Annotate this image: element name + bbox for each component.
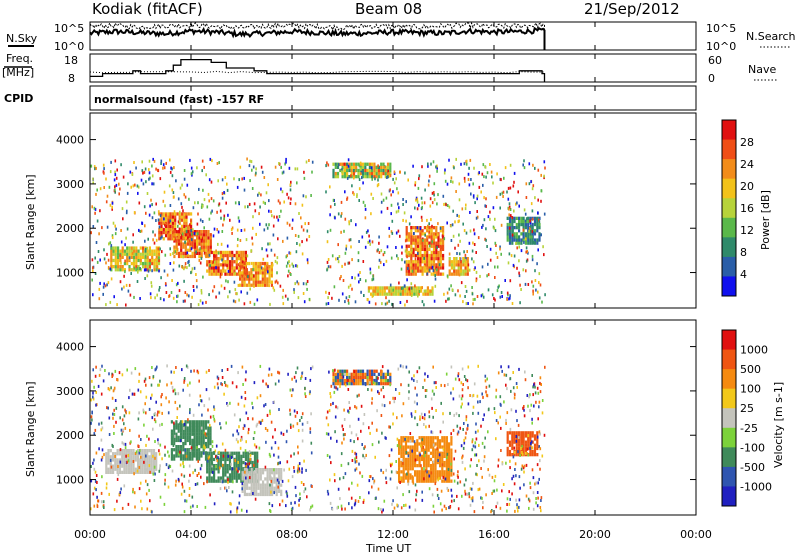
x-tick-label: 04:00 [175, 528, 207, 541]
radar-title: Kodiak (fitACF) [92, 0, 203, 18]
x-tick-label: 20:00 [579, 528, 611, 541]
colorbar-tick: 24 [740, 158, 754, 171]
colorbar-swatch [722, 486, 736, 507]
colorbar-tick: -25 [740, 422, 758, 435]
x-tick-label: 00:00 [680, 528, 712, 541]
colorbar-swatch [722, 388, 736, 409]
power-colorbar-label: Power [dB] [759, 190, 772, 250]
colorbar-tick: 8 [740, 246, 747, 259]
nsky-tick-bottom: 10^0 [54, 40, 84, 53]
colorbar-tick: 1000 [740, 344, 768, 357]
data-region-6 [332, 369, 392, 386]
colorbar-tick: 4 [740, 268, 747, 281]
data-region-5 [405, 226, 445, 276]
colorbar-tick: -1000 [740, 480, 772, 493]
x-tick-label: 16:00 [478, 528, 510, 541]
colorbar-swatch [722, 159, 736, 180]
beam-title: Beam 08 [355, 0, 422, 18]
nsky-panel: N.Sky 10^5 10^0 10^5 10^0 N.Search [6, 21, 796, 53]
data-region-4 [239, 261, 273, 287]
x-axis: 00:00 04:00 08:00 12:00 16:00 20:00 00:00 [74, 22, 712, 541]
y-tick-label: 4000 [56, 134, 84, 147]
data-region-1 [170, 420, 212, 461]
scatter-noise [90, 157, 546, 307]
data-region-6 [448, 257, 469, 276]
colorbar-swatch [722, 466, 736, 487]
scatter-noise [90, 364, 546, 514]
nsky-tick-top: 10^5 [54, 22, 84, 35]
colorbar-tick: 100 [740, 383, 761, 396]
colorbar-tick: -100 [740, 441, 765, 454]
colorbar-tick: 12 [740, 224, 754, 237]
colorbar-swatch [722, 120, 736, 141]
nave-tick-top: 60 [708, 54, 722, 67]
velocity-panel: 1000 2000 3000 4000 Slant Range [km] 1000 50… [24, 319, 785, 516]
colorbar-swatch [722, 447, 736, 468]
series-line-nave [89, 70, 545, 74]
freq-panel: Freq. [MHz] 18 8 60 0 Nave [2, 52, 778, 85]
date-title: 21/Sep/2012 [584, 0, 680, 18]
nave-tick-bottom: 0 [708, 72, 715, 85]
nsearch-tick-top: 10^5 [706, 22, 736, 35]
colorbar-swatch [722, 237, 736, 258]
velocity-colorbar-label: Velocity [m s-1] [772, 382, 785, 468]
colorbar-swatch [722, 178, 736, 199]
colorbar-tick: 28 [740, 136, 754, 149]
nsearch-label: N.Search [746, 30, 796, 43]
freq-tick-top: 18 [64, 54, 78, 67]
data-region-2 [173, 230, 212, 259]
colorbar-swatch [722, 256, 736, 277]
cpid-text: normalsound (fast) -157 RF [94, 93, 264, 106]
series-line-nsearch [89, 21, 545, 50]
freq-unit: [MHz] [2, 66, 34, 79]
freq-label: Freq. [6, 52, 33, 65]
colorbar-swatch [722, 330, 736, 351]
power-panel: 1000 2000 3000 4000 Slant Range [km] 28 24 20… [24, 112, 772, 309]
y-tick-label: 2000 [56, 222, 84, 235]
colorbar-swatch [722, 217, 736, 238]
y-tick-label: 3000 [56, 178, 84, 191]
colorbar-swatch [722, 198, 736, 219]
x-tick-label: 08:00 [276, 528, 308, 541]
colorbar-swatch [722, 427, 736, 448]
x-axis-label: Time UT [365, 542, 411, 554]
data-region-0 [110, 246, 161, 272]
nsky-label: N.Sky [6, 32, 38, 45]
colorbar-tick: 16 [740, 202, 754, 215]
nave-label: Nave [748, 63, 776, 76]
x-tick-label: 00:00 [74, 528, 106, 541]
colorbar-swatch [722, 349, 736, 370]
velocity-ylabel: Slant Range [km] [24, 381, 37, 477]
colorbar-swatch [722, 369, 736, 390]
series-line-nsky [89, 26, 546, 50]
cpid-panel: CPID normalsound (fast) -157 RF [4, 85, 697, 111]
data-region-0 [105, 449, 158, 474]
y-tick-label: 4000 [56, 341, 84, 354]
colorbar-swatch [722, 139, 736, 160]
colorbar-tick: 25 [740, 402, 754, 415]
colorbar-tick: 20 [740, 180, 754, 193]
cpid-label: CPID [4, 92, 33, 105]
colorbar-tick: 500 [740, 363, 761, 376]
nsearch-tick-bottom: 10^0 [706, 40, 736, 53]
colorbar-swatch [722, 408, 736, 429]
y-tick-label: 1000 [56, 474, 84, 487]
y-tick-label: 2000 [56, 429, 84, 442]
data-region-3 [241, 468, 283, 497]
y-tick-label: 3000 [56, 385, 84, 398]
series-line-freq [90, 58, 546, 82]
y-tick-label: 1000 [56, 267, 84, 280]
x-tick-label: 12:00 [377, 528, 409, 541]
colorbar-tick: -500 [740, 461, 765, 474]
power-ylabel: Slant Range [km] [24, 174, 37, 270]
colorbar-swatch [722, 276, 736, 297]
freq-tick-bottom: 8 [68, 72, 75, 85]
